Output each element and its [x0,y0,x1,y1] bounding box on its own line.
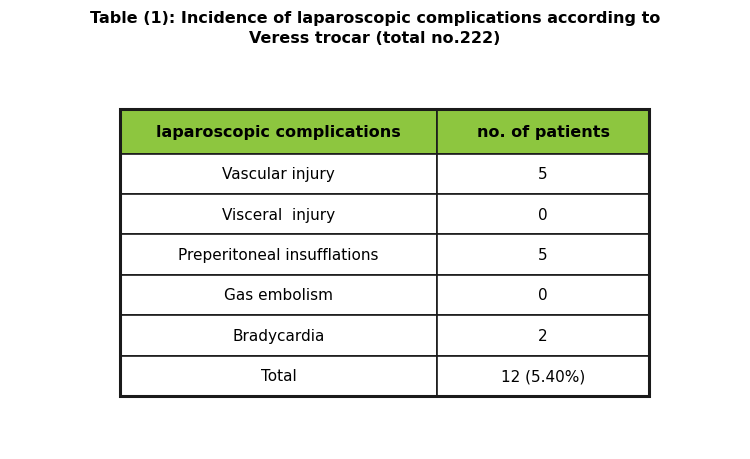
Bar [437,315,649,356]
Bar [120,110,649,396]
Bar [120,235,437,275]
Text: Preperitoneal insufflations: Preperitoneal insufflations [178,247,379,263]
Text: no. of patients: no. of patients [476,124,610,140]
Text: laparoscopic complications: laparoscopic complications [156,124,401,140]
Bar [120,154,437,195]
Bar [437,275,649,315]
Bar [437,110,649,154]
Bar [120,195,437,235]
Text: Gas embolism: Gas embolism [224,288,333,303]
Text: 2: 2 [538,328,548,343]
Text: Visceral  injury: Visceral injury [222,207,335,222]
Text: Vascular injury: Vascular injury [222,167,335,182]
Text: 12 (5.40%): 12 (5.40%) [501,369,585,383]
Bar [120,356,437,396]
Text: 5: 5 [538,247,548,263]
Text: 0: 0 [538,207,548,222]
Bar [437,356,649,396]
Text: 5: 5 [538,167,548,182]
Text: Bradycardia: Bradycardia [232,328,325,343]
Bar [120,110,437,154]
Bar [437,195,649,235]
Text: Total: Total [261,369,296,383]
Text: Table (1): Incidence of laparoscopic complications according to
Veress trocar (t: Table (1): Incidence of laparoscopic com… [90,11,660,46]
Bar [437,154,649,195]
Bar [120,315,437,356]
Text: 0: 0 [538,288,548,303]
Bar [437,235,649,275]
Bar [120,275,437,315]
